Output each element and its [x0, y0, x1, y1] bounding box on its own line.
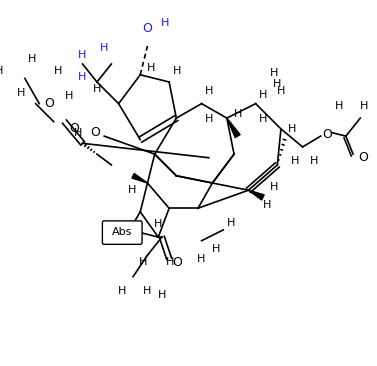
Text: H: H — [334, 101, 343, 111]
Text: H: H — [360, 101, 368, 111]
Text: H: H — [270, 182, 279, 192]
Text: H: H — [197, 254, 205, 264]
Polygon shape — [248, 190, 264, 200]
Text: H: H — [234, 109, 242, 119]
Text: H: H — [310, 156, 318, 167]
Text: H: H — [263, 199, 271, 210]
Polygon shape — [132, 173, 147, 183]
Text: O: O — [173, 256, 182, 269]
Text: H: H — [273, 79, 282, 89]
Text: H: H — [128, 185, 136, 195]
Text: H: H — [158, 290, 167, 300]
Text: H: H — [166, 257, 174, 267]
Text: H: H — [139, 257, 147, 267]
Text: H: H — [259, 90, 268, 100]
Text: H: H — [205, 86, 213, 96]
Text: O: O — [44, 97, 54, 110]
Text: H: H — [153, 219, 162, 229]
Text: H: H — [291, 156, 299, 167]
Text: O: O — [90, 126, 100, 139]
Text: H: H — [74, 127, 83, 138]
Text: O: O — [143, 22, 152, 35]
Text: H: H — [212, 244, 220, 254]
FancyBboxPatch shape — [103, 221, 142, 244]
Polygon shape — [227, 118, 240, 138]
Text: H: H — [227, 218, 235, 228]
Text: H: H — [161, 18, 170, 28]
Text: H: H — [288, 124, 297, 134]
Text: H: H — [277, 86, 285, 96]
Text: H: H — [54, 66, 62, 76]
Text: H: H — [118, 286, 126, 296]
Text: O: O — [69, 122, 79, 135]
Text: H: H — [143, 286, 152, 296]
Text: H: H — [205, 115, 213, 124]
Text: H: H — [259, 115, 268, 124]
Text: H: H — [78, 51, 87, 60]
Text: H: H — [78, 72, 87, 82]
Text: H: H — [28, 54, 36, 64]
Text: O: O — [359, 151, 368, 164]
Text: H: H — [270, 68, 278, 78]
Text: O: O — [322, 128, 332, 141]
Text: Abs: Abs — [112, 227, 132, 238]
Text: H: H — [64, 92, 73, 101]
Text: H: H — [147, 63, 155, 72]
Text: H: H — [17, 88, 25, 98]
Text: H: H — [0, 66, 3, 76]
Text: H: H — [93, 84, 101, 94]
Text: H: H — [100, 43, 108, 53]
Text: H: H — [173, 66, 181, 76]
